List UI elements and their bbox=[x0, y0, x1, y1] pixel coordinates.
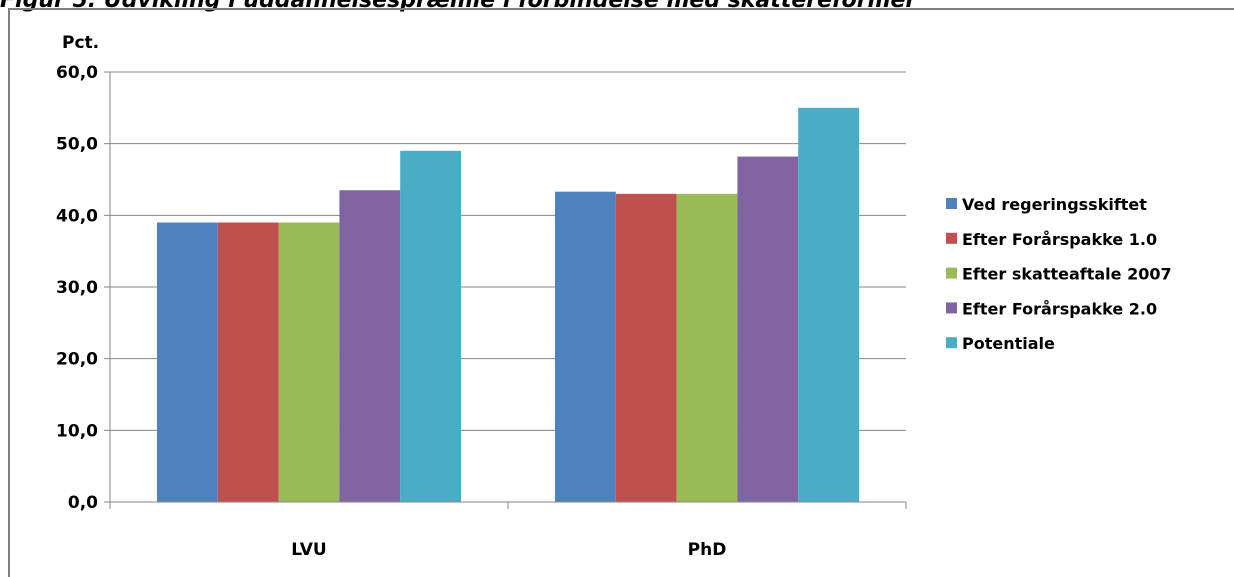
bar bbox=[676, 193, 738, 503]
y-tick-label: 30,0 bbox=[56, 278, 98, 298]
legend: Ved regeringsskiftet Efter Forårspakke 1.… bbox=[946, 195, 1172, 353]
y-tick-label: 50,0 bbox=[56, 135, 98, 155]
y-tick-label: 60,0 bbox=[56, 63, 98, 83]
legend-swatch bbox=[946, 267, 957, 279]
legend-label: Efter Forårspakke 2.0 bbox=[962, 299, 1157, 318]
bar bbox=[217, 222, 279, 502]
bars bbox=[157, 107, 859, 503]
legend-label: Efter Forårspakke 1.0 bbox=[962, 230, 1157, 249]
legend-swatch bbox=[946, 198, 957, 209]
bar bbox=[400, 150, 461, 503]
x-tick-label: LVU bbox=[291, 540, 326, 560]
legend-swatch bbox=[946, 232, 957, 244]
bar bbox=[339, 190, 401, 502]
legend-label: Efter skatteaftale 2007 bbox=[962, 265, 1172, 284]
x-tick-labels: LVU PhD bbox=[291, 540, 726, 560]
y-tick-label: 20,0 bbox=[56, 350, 98, 370]
legend-swatch bbox=[946, 337, 957, 349]
legend-swatch bbox=[946, 302, 957, 314]
axes bbox=[104, 71, 907, 509]
bar bbox=[157, 222, 218, 502]
bar bbox=[798, 107, 859, 502]
bar bbox=[555, 191, 616, 502]
y-axis-label: Pct. bbox=[62, 33, 99, 53]
bar bbox=[737, 156, 799, 503]
y-tick-label: 0,0 bbox=[68, 493, 98, 513]
chart-frame bbox=[8, 8, 1234, 577]
legend-label: Potentiale bbox=[962, 334, 1055, 353]
y-tick-label: 10,0 bbox=[56, 421, 98, 441]
legend-label: Ved regeringsskiftet bbox=[962, 195, 1147, 214]
y-tick-label: 40,0 bbox=[56, 206, 98, 226]
bar bbox=[278, 222, 340, 502]
x-tick-label: PhD bbox=[688, 540, 727, 560]
bar bbox=[615, 193, 677, 503]
y-tick-labels: 0,0 10,0 20,0 30,0 40,0 50,0 60,0 bbox=[56, 63, 98, 513]
